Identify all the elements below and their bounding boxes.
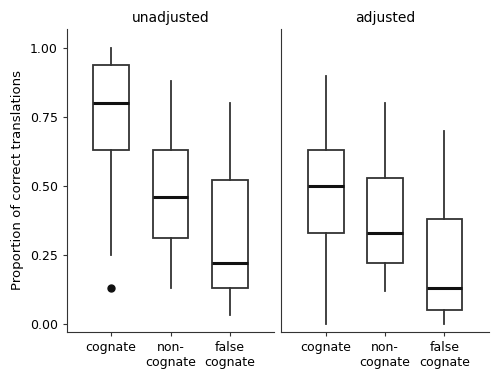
Title: unadjusted: unadjusted [132,11,210,25]
PathPatch shape [308,150,344,233]
Title: adjusted: adjusted [355,11,415,25]
PathPatch shape [94,65,129,150]
Y-axis label: Proportion of correct translations: Proportion of correct translations [11,70,24,290]
PathPatch shape [426,219,462,310]
PathPatch shape [212,180,248,288]
PathPatch shape [152,150,188,238]
PathPatch shape [368,178,403,263]
